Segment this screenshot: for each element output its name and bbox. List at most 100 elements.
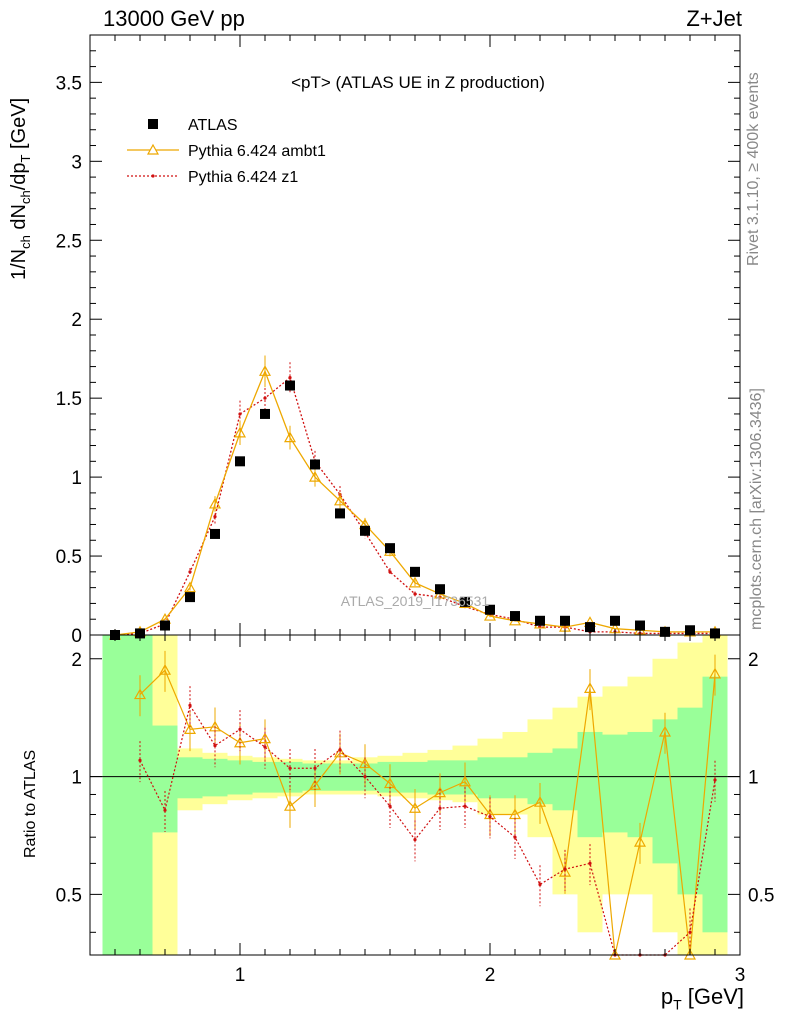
data-point-atlas <box>635 620 645 631</box>
point-ambt1 <box>308 470 322 482</box>
ratio-line-triangle <box>139 669 716 956</box>
legend-label: Pythia 6.424 ambt1 <box>188 143 326 160</box>
ratio-point-ambt1 <box>458 775 472 787</box>
legend-marker-ambt1 <box>146 143 160 155</box>
point-ambt1 <box>183 581 197 593</box>
uncertainty-band-inner <box>502 757 528 799</box>
data-point-atlas <box>210 528 220 539</box>
data-point-atlas <box>335 508 345 519</box>
data-point-atlas <box>585 622 595 633</box>
x-tick-label: 1 <box>235 965 246 986</box>
data-point-atlas <box>160 620 170 631</box>
watermark-label: ATLAS_2019_I1736531 <box>341 593 490 609</box>
point-z1 <box>188 570 192 574</box>
y-tick-label: 0 <box>71 626 82 647</box>
point-z1 <box>213 514 217 519</box>
header-process-label: Z+Jet <box>686 6 742 31</box>
data-point-atlas <box>485 604 495 615</box>
legend-marker-atlas <box>148 119 158 129</box>
ratio-y-tick-label: 1 <box>71 768 82 789</box>
ratio-point-z1 <box>263 745 267 749</box>
data-point-atlas <box>460 596 470 607</box>
x-tick-label: 2 <box>485 965 496 986</box>
uncertainty-band-inner <box>627 731 653 838</box>
point-ambt1 <box>483 609 497 621</box>
ratio-point-z1 <box>313 766 317 770</box>
uncertainty-band-inner <box>152 725 178 833</box>
uncertainty-band-inner <box>402 761 428 793</box>
chart-title: <pT> (ATLAS UE in Z production) <box>291 73 545 92</box>
ratio-point-ambt1 <box>633 835 647 847</box>
ratio-y-tick-label: 0.5 <box>56 885 82 906</box>
ratio-point-z1 <box>538 882 542 887</box>
uncertainty-band-inner <box>177 757 203 799</box>
ratio-point-z1 <box>188 703 192 707</box>
legend-label: Pythia 6.424 z1 <box>188 169 298 186</box>
ratio-point-ambt1 <box>183 723 197 734</box>
data-point-atlas <box>285 380 295 391</box>
ratio-point-ambt1 <box>258 732 272 744</box>
ratio-point-ambt1 <box>533 795 547 807</box>
header-energy-label: 13000 GeV pp <box>103 6 245 31</box>
ratio-point-z1 <box>163 808 167 812</box>
ratio-point-z1 <box>288 766 292 770</box>
ratio-point-z1 <box>338 748 342 752</box>
ratio-point-ambt1 <box>283 799 297 811</box>
x-axis-label: pT [GeV] <box>660 984 744 1013</box>
ratio-point-z1 <box>513 835 517 839</box>
ratio-point-z1 <box>588 861 592 865</box>
ratio-point-z1 <box>688 930 692 934</box>
point-ambt1 <box>408 576 422 588</box>
y-tick-label: 1 <box>71 468 82 489</box>
ratio-point-ambt1 <box>708 667 722 679</box>
ratio-point-z1 <box>438 806 442 810</box>
uncertainty-band-inner <box>552 748 578 811</box>
point-z1 <box>238 412 242 416</box>
y-tick-label: 1.5 <box>56 389 82 410</box>
ratio-point-z1 <box>363 774 367 779</box>
ratio-point-ambt1 <box>133 688 147 700</box>
data-point-atlas <box>385 543 395 554</box>
data-point-atlas <box>560 615 570 626</box>
y-tick-label: 0.5 <box>56 547 82 568</box>
ratio-y-tick-label: 2 <box>71 650 82 671</box>
ratio-point-ambt1 <box>433 786 447 798</box>
uncertainty-band-inner <box>227 760 253 795</box>
ratio-point-z1 <box>488 815 492 819</box>
ratio-point-z1 <box>463 804 467 808</box>
ratio-point-ambt1 <box>583 682 597 693</box>
ratio-y-tick-label-right: 0.5 <box>748 885 774 906</box>
ratio-y-tick-label-right: 1 <box>748 768 759 789</box>
ratio-point-ambt1 <box>158 663 172 675</box>
ratio-point-ambt1 <box>658 725 672 737</box>
point-z1 <box>388 570 392 574</box>
uncertainty-band-inner <box>677 707 703 895</box>
uncertainty-band-inner <box>602 734 628 833</box>
data-point-atlas <box>310 459 320 470</box>
ratio-point-z1 <box>713 778 717 782</box>
legend-label: ATLAS <box>188 117 238 134</box>
ratio-panel <box>90 635 740 960</box>
y-tick-label: 2 <box>71 310 82 331</box>
data-point-atlas <box>360 525 370 536</box>
ratio-point-z1 <box>138 758 142 762</box>
ratio-point-z1 <box>238 727 242 731</box>
point-z1 <box>263 396 267 400</box>
y-tick-label: 2.5 <box>56 231 82 252</box>
uncertainty-band-inner <box>702 676 728 933</box>
ratio-point-ambt1 <box>358 757 372 769</box>
legend: ATLAS Pythia 6.424 ambt1 Pythia 6.424 z1 <box>127 117 326 186</box>
point-ambt1 <box>258 365 272 376</box>
point-z1 <box>413 592 417 596</box>
ratio-point-ambt1 <box>558 865 572 877</box>
data-point-atlas <box>235 456 245 467</box>
uncertainty-band-inner <box>102 635 128 955</box>
point-ambt1 <box>333 494 347 506</box>
y-tick-label: 3.5 <box>56 73 82 94</box>
uncertainty-band-inner <box>477 757 503 799</box>
point-ambt1 <box>233 426 247 438</box>
point-ambt1 <box>208 497 222 509</box>
ratio-point-z1 <box>563 867 567 871</box>
data-point-atlas <box>435 584 445 595</box>
